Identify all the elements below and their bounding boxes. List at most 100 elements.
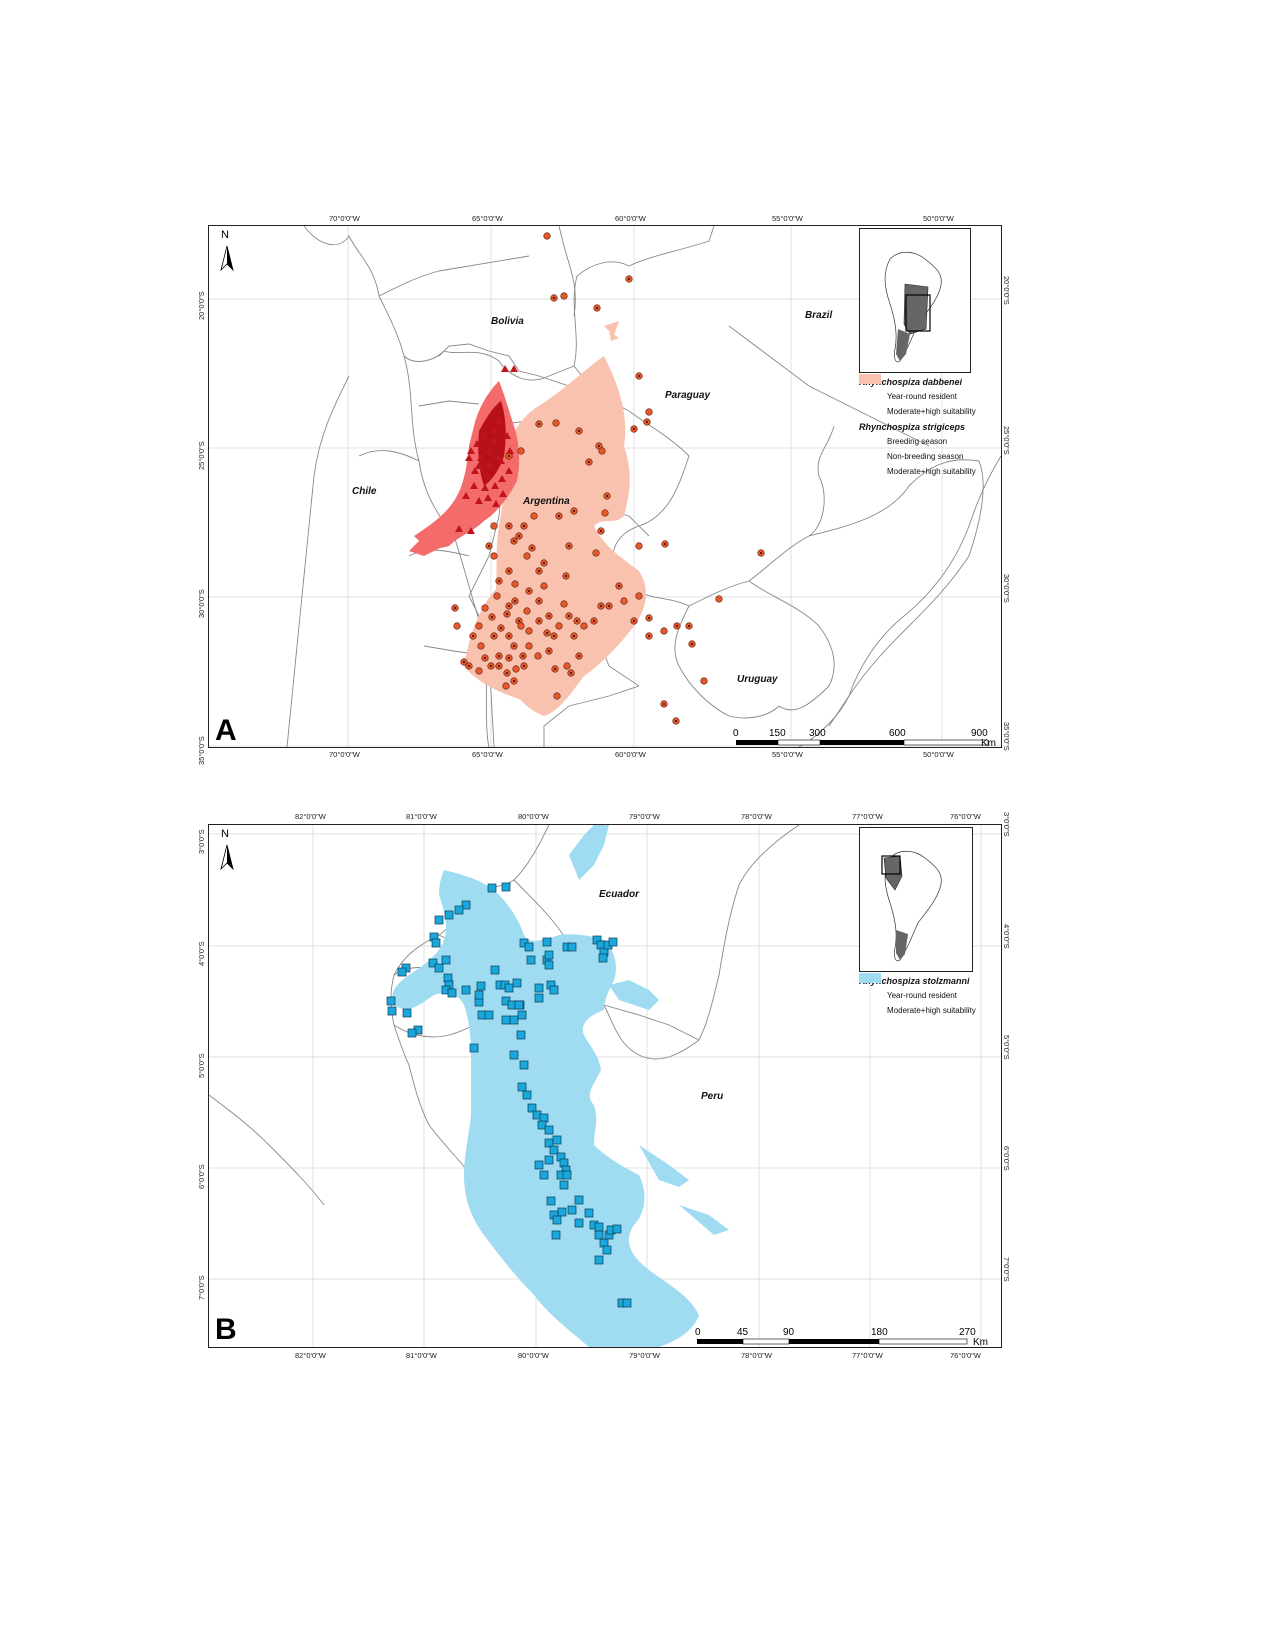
breeding-dot bbox=[553, 297, 555, 299]
occurrence-point-circle bbox=[563, 662, 571, 670]
b-left-tick-3: 6°0'0"S bbox=[197, 1164, 206, 1189]
occurrence-point-square bbox=[501, 1015, 511, 1025]
occurrence-point-circle bbox=[525, 627, 533, 635]
north-label-b: N bbox=[221, 828, 229, 840]
b-bottom-tick-2: 80°0'0"W bbox=[518, 1351, 549, 1360]
breeding-dot bbox=[518, 535, 520, 537]
occurrence-point-square bbox=[527, 1103, 537, 1113]
occurrence-point-triangle bbox=[485, 447, 493, 454]
occurrence-point-triangle bbox=[492, 500, 500, 507]
occurrence-point-triangle bbox=[484, 494, 492, 501]
occurrence-point-triangle bbox=[475, 497, 483, 504]
scale-label-a-3: 600 bbox=[889, 728, 906, 739]
breeding-dot bbox=[518, 620, 520, 622]
a-bottom-tick-2: 60°0'0"W bbox=[615, 750, 646, 759]
occurrence-point-circle bbox=[490, 522, 498, 530]
occurrence-point-square bbox=[487, 883, 497, 893]
occurrence-point-triangle bbox=[481, 484, 489, 491]
occurrence-point-circle bbox=[635, 542, 643, 550]
occurrence-point-triangle bbox=[506, 447, 514, 454]
occurrence-point-triangle bbox=[503, 432, 511, 439]
breeding-dot bbox=[490, 665, 492, 667]
breeding-dot bbox=[628, 278, 630, 280]
breeding-dot bbox=[570, 672, 572, 674]
country-paraguay: Paraguay bbox=[665, 390, 711, 401]
breeding-dot bbox=[688, 625, 690, 627]
stolzmanni-occurrence-points bbox=[386, 882, 632, 1308]
occurrence-point-square bbox=[454, 905, 464, 915]
occurrence-point-circle bbox=[540, 582, 548, 590]
occurrence-point-square bbox=[598, 953, 608, 963]
country-chile: Chile bbox=[352, 486, 377, 497]
a-left-tick-1: 25°0'0"S bbox=[197, 441, 206, 470]
occurrence-point-square bbox=[484, 1010, 494, 1020]
occurrence-point-circle bbox=[553, 692, 561, 700]
breeding-dot bbox=[608, 605, 610, 607]
breeding-dot bbox=[508, 635, 510, 637]
breeding-dot bbox=[523, 525, 525, 527]
a-right-tick-3: 35°0'0"S bbox=[1002, 722, 1011, 751]
occurrence-point-square bbox=[402, 1008, 412, 1018]
occurrence-point-square bbox=[490, 965, 500, 975]
b-bottom-tick-5: 77°0'0"W bbox=[852, 1351, 883, 1360]
breeding-dot bbox=[648, 635, 650, 637]
b-top-tick-4: 78°0'0"W bbox=[741, 812, 772, 821]
scale-unit-a: Km bbox=[981, 738, 996, 748]
occurrence-point-square bbox=[602, 1245, 612, 1255]
occurrence-point-triangle bbox=[501, 365, 509, 372]
occurrence-point-square bbox=[546, 1196, 556, 1206]
b-bottom-tick-0: 82°0'0"W bbox=[295, 1351, 326, 1360]
occurrence-point-square bbox=[544, 960, 554, 970]
occurrence-point-circle bbox=[523, 607, 531, 615]
country-brazil: Brazil bbox=[805, 310, 833, 321]
b-top-tick-5: 77°0'0"W bbox=[852, 812, 883, 821]
occurrence-point-triangle bbox=[477, 454, 485, 461]
breeding-dot bbox=[538, 620, 540, 622]
inset-map-b bbox=[859, 827, 973, 972]
breeding-dot bbox=[488, 545, 490, 547]
occurrence-point-circle bbox=[635, 592, 643, 600]
occurrence-point-circle bbox=[620, 597, 628, 605]
legend-item-stolzmanni-suitability: Moderate+high suitability bbox=[859, 973, 999, 1018]
occurrence-point-triangle bbox=[471, 467, 479, 474]
occurrence-point-triangle bbox=[493, 452, 501, 459]
occurrence-point-square bbox=[552, 1215, 562, 1225]
occurrence-point-circle bbox=[523, 552, 531, 560]
occurrence-point-triangle bbox=[491, 482, 499, 489]
breeding-dot bbox=[553, 635, 555, 637]
breeding-dot bbox=[508, 455, 510, 457]
legend-b: Rhynchospiza stolzmanni Year-round resid… bbox=[859, 973, 999, 1018]
occurrence-point-circle bbox=[560, 292, 568, 300]
breeding-dot bbox=[513, 645, 515, 647]
a-top-tick-2: 60°0'0"W bbox=[615, 214, 646, 223]
breeding-dot bbox=[508, 605, 510, 607]
area-swatch-icon bbox=[859, 973, 881, 983]
map-a-canvas bbox=[209, 226, 1001, 747]
occurrence-point-square bbox=[519, 1060, 529, 1070]
occurrence-point-triangle bbox=[497, 457, 505, 464]
occurrence-point-square bbox=[469, 1043, 479, 1053]
occurrence-point-square bbox=[534, 993, 544, 1003]
breeding-dot bbox=[598, 445, 600, 447]
occurrence-point-square bbox=[434, 963, 444, 973]
breeding-dot bbox=[606, 495, 608, 497]
breeding-dot bbox=[638, 375, 640, 377]
legend-species-stolzmanni: Rhynchospiza stolzmanni bbox=[859, 976, 970, 986]
occurrence-point-square bbox=[522, 1090, 532, 1100]
occurrence-point-circle bbox=[715, 595, 723, 603]
map-panel-a: A N Bolivia Brazil Paraguay Chile Argent… bbox=[208, 225, 1002, 748]
occurrence-point-square bbox=[594, 1230, 604, 1240]
breeding-dot bbox=[522, 655, 524, 657]
occurrence-point-circle bbox=[560, 600, 568, 608]
b-top-tick-0: 82°0'0"W bbox=[295, 812, 326, 821]
a-top-tick-3: 55°0'0"W bbox=[772, 214, 803, 223]
occurrence-point-square bbox=[474, 990, 484, 1000]
breeding-dot bbox=[691, 643, 693, 645]
b-top-tick-2: 80°0'0"W bbox=[518, 812, 549, 821]
occurrence-point-square bbox=[517, 1010, 527, 1020]
breeding-dot bbox=[484, 657, 486, 659]
breeding-dot bbox=[472, 635, 474, 637]
breeding-dot bbox=[538, 423, 540, 425]
scale-bar-b bbox=[697, 1338, 968, 1345]
occurrence-point-circle bbox=[543, 232, 551, 240]
